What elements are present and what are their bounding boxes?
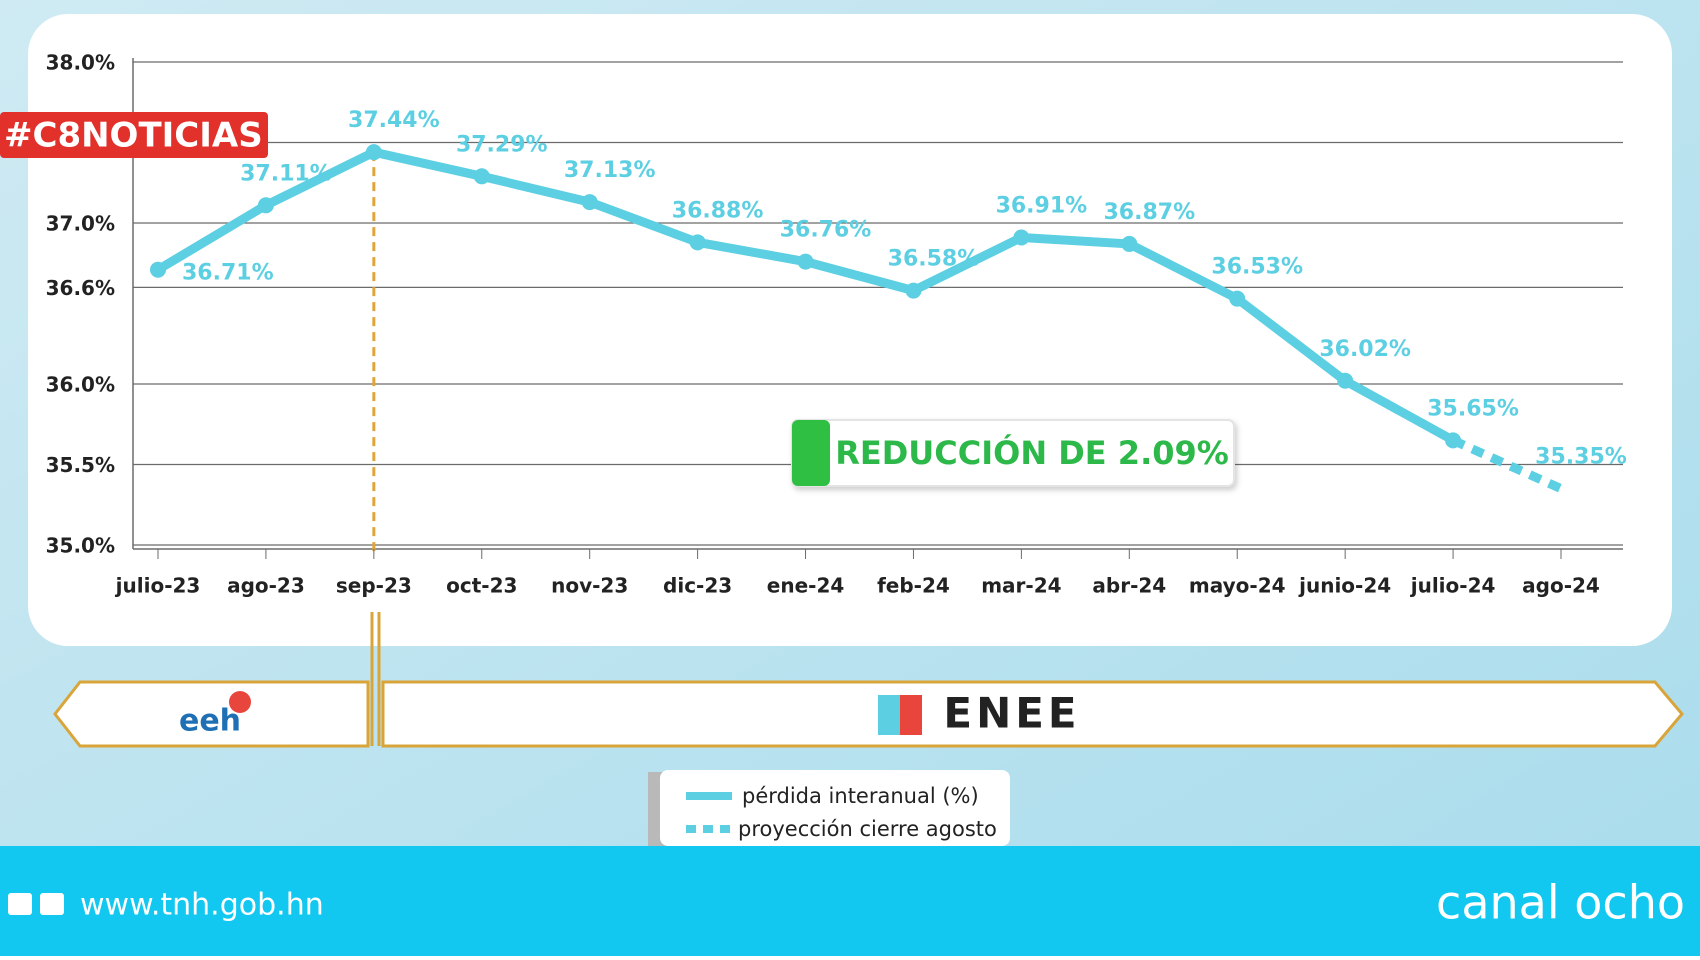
banner-right xyxy=(381,680,1684,748)
annotation: REDUCCIÓN DE 2.09% xyxy=(835,433,1229,472)
x-tick-label: dic-23 xyxy=(663,574,732,598)
data-label: 36.88% xyxy=(672,198,764,223)
channel-name: canal ocho xyxy=(1436,876,1685,930)
x-tick-label: abr-24 xyxy=(1092,574,1166,598)
data-point xyxy=(905,282,922,299)
x-tick-label: oct-23 xyxy=(446,574,517,598)
data-label: 36.02% xyxy=(1319,337,1411,362)
data-point xyxy=(473,168,490,185)
x-tick-label: ago-24 xyxy=(1522,574,1600,598)
chart-card xyxy=(28,14,1672,646)
data-point xyxy=(150,261,166,278)
x-tick-label: julio-24 xyxy=(1410,574,1496,598)
badge: #C8NOTICIAS xyxy=(4,116,263,156)
data-label: 37.11% xyxy=(240,161,332,186)
x-tick-label: ago-23 xyxy=(227,574,305,598)
x-tick-label: nov-23 xyxy=(551,574,628,598)
data-label: 37.44% xyxy=(348,108,440,133)
chart: 35.0%35.5%36.0%36.6%37.0%37.5%38.0%julio… xyxy=(46,51,1627,598)
data-point xyxy=(365,144,382,161)
legend-box xyxy=(660,770,1010,846)
y-tick-label: 37.0% xyxy=(46,212,115,236)
x-tick-label: julio-23 xyxy=(115,574,201,598)
logo-icon xyxy=(878,695,900,735)
banner-left xyxy=(53,680,370,748)
data-label: 36.76% xyxy=(780,218,872,243)
data-point xyxy=(797,253,814,270)
data-label: 36.87% xyxy=(1103,200,1195,225)
logo-enee: ENEE xyxy=(943,689,1080,738)
x-tick-label: sep-23 xyxy=(336,574,412,598)
data-label: 37.13% xyxy=(564,158,656,183)
x-tick-label: junio-24 xyxy=(1298,574,1391,598)
y-tick-label: 36.6% xyxy=(46,276,115,300)
y-tick-label: 38.0% xyxy=(46,51,115,75)
footer-icon xyxy=(40,893,64,915)
footer-icon xyxy=(8,893,32,915)
data-label: 37.29% xyxy=(456,132,548,157)
data-point xyxy=(1229,290,1246,307)
data-point xyxy=(1337,372,1354,389)
data-point xyxy=(581,194,598,211)
legend-label: pérdida interanual (%) xyxy=(742,784,979,808)
legend-label: proyección cierre agosto xyxy=(738,817,997,841)
data-label: 36.58% xyxy=(888,247,980,272)
data-label: 36.91% xyxy=(996,193,1088,218)
y-tick-label: 35.0% xyxy=(46,534,115,558)
x-tick-label: ene-24 xyxy=(767,574,845,598)
x-tick-label: mayo-24 xyxy=(1189,574,1286,598)
data-point xyxy=(1121,235,1138,252)
y-tick-label: 35.5% xyxy=(46,453,115,477)
logo-icon xyxy=(229,691,251,713)
data-label: 35.35% xyxy=(1535,445,1627,470)
annotation-accent xyxy=(792,420,830,486)
data-label: 35.65% xyxy=(1427,396,1519,421)
data-label: 36.53% xyxy=(1211,255,1303,280)
footer-url: www.tnh.gob.hn xyxy=(80,888,324,923)
data-point xyxy=(1013,229,1030,246)
x-tick-label: mar-24 xyxy=(981,574,1061,598)
y-tick-label: 36.0% xyxy=(46,373,115,397)
badge-bg xyxy=(0,112,268,158)
footer-bar xyxy=(0,846,1700,956)
data-point xyxy=(689,234,706,251)
logo-eeh: eeh xyxy=(179,704,241,739)
data-point xyxy=(257,197,274,214)
x-tick-label: feb-24 xyxy=(877,574,950,598)
data-label: 36.71% xyxy=(182,261,274,286)
